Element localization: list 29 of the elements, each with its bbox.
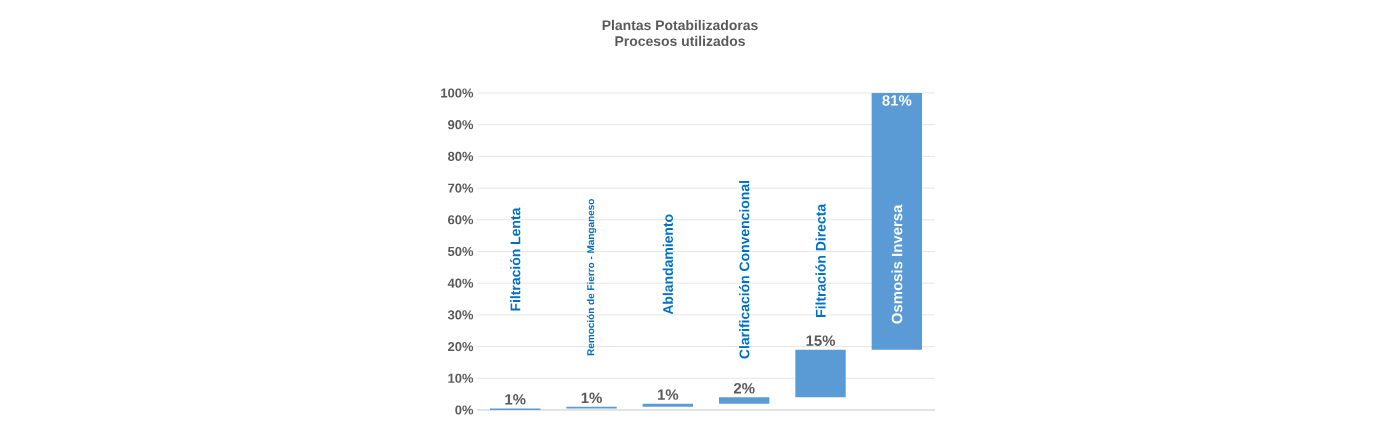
data-label: 81%	[882, 95, 912, 106]
y-tick-label: 70%	[448, 183, 474, 193]
x-tick-label: Remoción de Fierro - Manganeso	[586, 199, 597, 356]
bar	[795, 349, 846, 398]
data-label: 15%	[806, 335, 836, 346]
chart-subtitle: Procesos utilizados	[615, 35, 745, 47]
data-label: 1%	[581, 392, 602, 404]
x-tick-label: Filtración Directa	[815, 203, 826, 317]
y-tick-label: 40%	[447, 278, 474, 288]
y-tick-label: 50%	[447, 246, 474, 257]
y-tick-label: 60%	[448, 215, 474, 225]
x-tick-label: Clarificación Convencional	[739, 181, 750, 359]
y-tick-label: 0%	[455, 405, 474, 415]
y-tick-label: 100%	[441, 88, 474, 98]
x-tick-label: Osmosis Inversa	[891, 204, 903, 324]
data-label: 1%	[505, 394, 526, 405]
x-tick-label: Ablandamiento	[662, 214, 673, 315]
chart-title: Plantas Potabilizadoras	[602, 19, 758, 31]
bar	[871, 92, 923, 350]
data-label: 1%	[657, 389, 679, 400]
y-tick-label: 80%	[447, 151, 474, 161]
y-tick-label: 30%	[447, 310, 474, 320]
bar	[718, 397, 770, 404]
bar	[642, 403, 694, 407]
x-tick-label: Filtración Lenta	[510, 207, 521, 311]
data-label: 2%	[733, 382, 755, 394]
y-tick-label: 20%	[448, 342, 474, 352]
y-tick-label: 10%	[448, 373, 474, 383]
y-tick-label: 90%	[448, 120, 474, 130]
